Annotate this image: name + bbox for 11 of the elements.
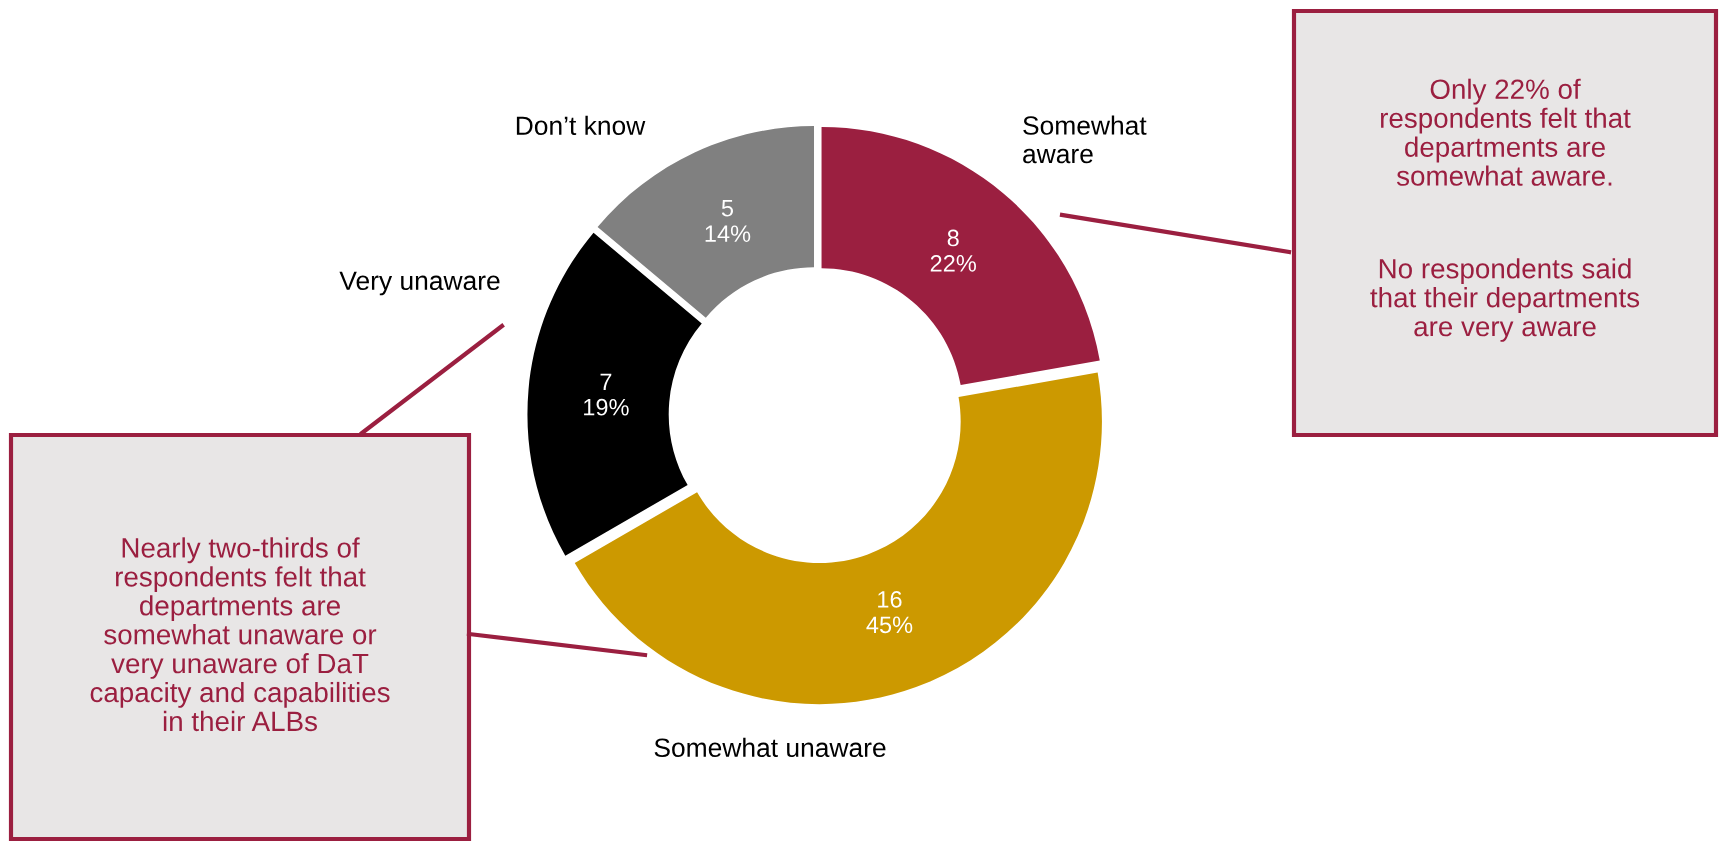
data-label: 7 19% [584,373,629,416]
slice-label: Somewhat unaware [654,737,886,758]
text: No respondents said that their departments are very aware [1370,258,1640,342]
data-label: 8 22% [930,229,976,272]
data-label: 16 45% [866,591,913,634]
slice-label: Very unaware [339,271,500,296]
slice-label: Don’t know [516,115,646,136]
slice-label: Somewhat aware [1023,115,1147,164]
text: Only 22% of respondents felt that departments are somewhat aware. [1381,78,1631,186]
data-label: 5 14% [705,200,751,242]
text: Nearly two-thirds of respondents felt that departments are somewhat unaware or very unaware of DaT capacity and capabilities in their ALBs [90,537,390,732]
